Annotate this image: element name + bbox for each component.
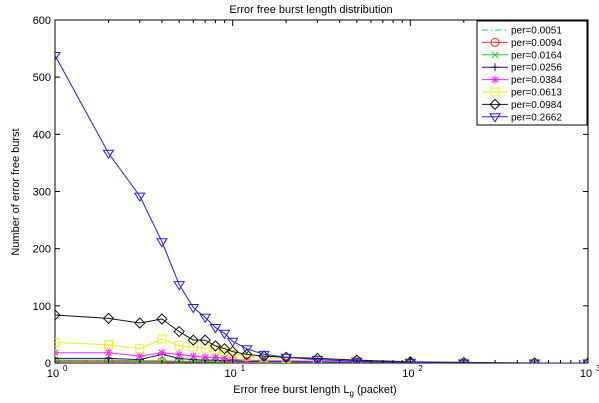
data-point [242,351,252,361]
y-tick-label: 500 [33,72,51,84]
data-point [173,325,185,338]
data-point [311,356,324,363]
data-point [175,350,184,359]
data-point [404,356,417,363]
y-tick-label: 300 [33,187,51,199]
data-point [209,324,222,334]
x-axis-label: Error free burst length Lg (packet) [233,384,396,398]
data-point [530,358,540,363]
data-point [135,344,145,354]
data-point [55,337,60,347]
data-point [55,51,61,62]
legend-entry: per=0.0094 [482,37,562,49]
data-point [133,192,146,203]
data-point [157,348,166,357]
data-point [187,334,199,346]
legend-label: per=0.0164 [511,50,562,61]
x-tick-exponent: 1 [241,364,246,373]
legend-label: per=0.0256 [511,63,562,74]
legend-marker [489,113,501,123]
x-tick-label: 10 [47,368,59,380]
y-tick-label: 200 [33,244,51,256]
legend-label: per=0.0094 [511,38,562,49]
data-point [582,357,588,363]
legend-marker [489,98,501,111]
data-point [189,352,198,361]
legend-entry: per=0.0984 [482,98,562,111]
data-point [280,353,293,363]
data-point [226,337,239,348]
data-point [258,350,270,361]
data-point [458,356,470,363]
data-point [220,354,229,363]
legend-label: per=0.0984 [511,100,562,111]
data-point [199,334,211,346]
x-tick-exponent: 2 [418,364,423,373]
x-tick-label: 10 [225,368,237,380]
legend-marker [490,87,500,97]
data-point [134,317,146,329]
y-tick-label: 600 [33,15,51,27]
y-tick-label: 0 [45,358,51,370]
chart-title: Error free burst length distribution [229,4,392,16]
data-point [200,343,210,353]
data-point [209,340,222,352]
x-tick-label: 10 [402,368,414,380]
data-point [199,313,212,324]
x-tick-label: 10 [580,368,592,380]
legend-label: per=0.0051 [511,26,562,37]
data-point [156,313,168,325]
data-point [102,312,115,325]
data-point [241,348,253,361]
legend-marker [491,51,499,59]
y-tick-label: 400 [33,129,51,141]
data-point [55,348,59,357]
y-axis-label: Number of error free burst [10,128,22,255]
data-point [211,353,220,362]
data-point [201,353,210,362]
legend-box [476,20,588,126]
x-tick-exponent: 3 [596,364,599,373]
data-point [156,238,168,248]
data-point [55,354,59,363]
legend-marker [490,37,500,47]
x-tick-exponent: 0 [63,364,68,373]
legend-entry: per=0.0384 [482,75,562,86]
data-point [103,340,113,350]
data-point [226,345,239,358]
legend-label: per=0.0613 [511,88,562,99]
data-point [157,334,167,344]
legend-entry: per=0.0051 [482,26,562,37]
data-point [55,309,61,321]
data-point [218,329,231,340]
legend-label: per=0.2662 [511,112,562,123]
data-point [55,356,60,363]
legend-entry: per=0.0164 [482,50,562,61]
data-point [528,357,541,363]
legend-entry: per=0.0256 [482,63,562,74]
data-point [218,343,231,355]
data-point [350,357,363,363]
legend-entry: per=0.2662 [482,112,562,123]
data-point [104,348,113,357]
data-point [173,281,186,291]
legend-entry: per=0.0613 [482,87,562,99]
data-point [102,149,115,160]
data-point [135,352,144,361]
data-point [240,345,253,355]
data-point [187,304,200,314]
y-tick-label: 100 [33,301,51,313]
legend-marker [491,63,499,72]
legend-label: per=0.0384 [511,75,562,86]
data-point [188,342,198,352]
data-point [174,341,184,351]
legend-marker [491,75,499,84]
